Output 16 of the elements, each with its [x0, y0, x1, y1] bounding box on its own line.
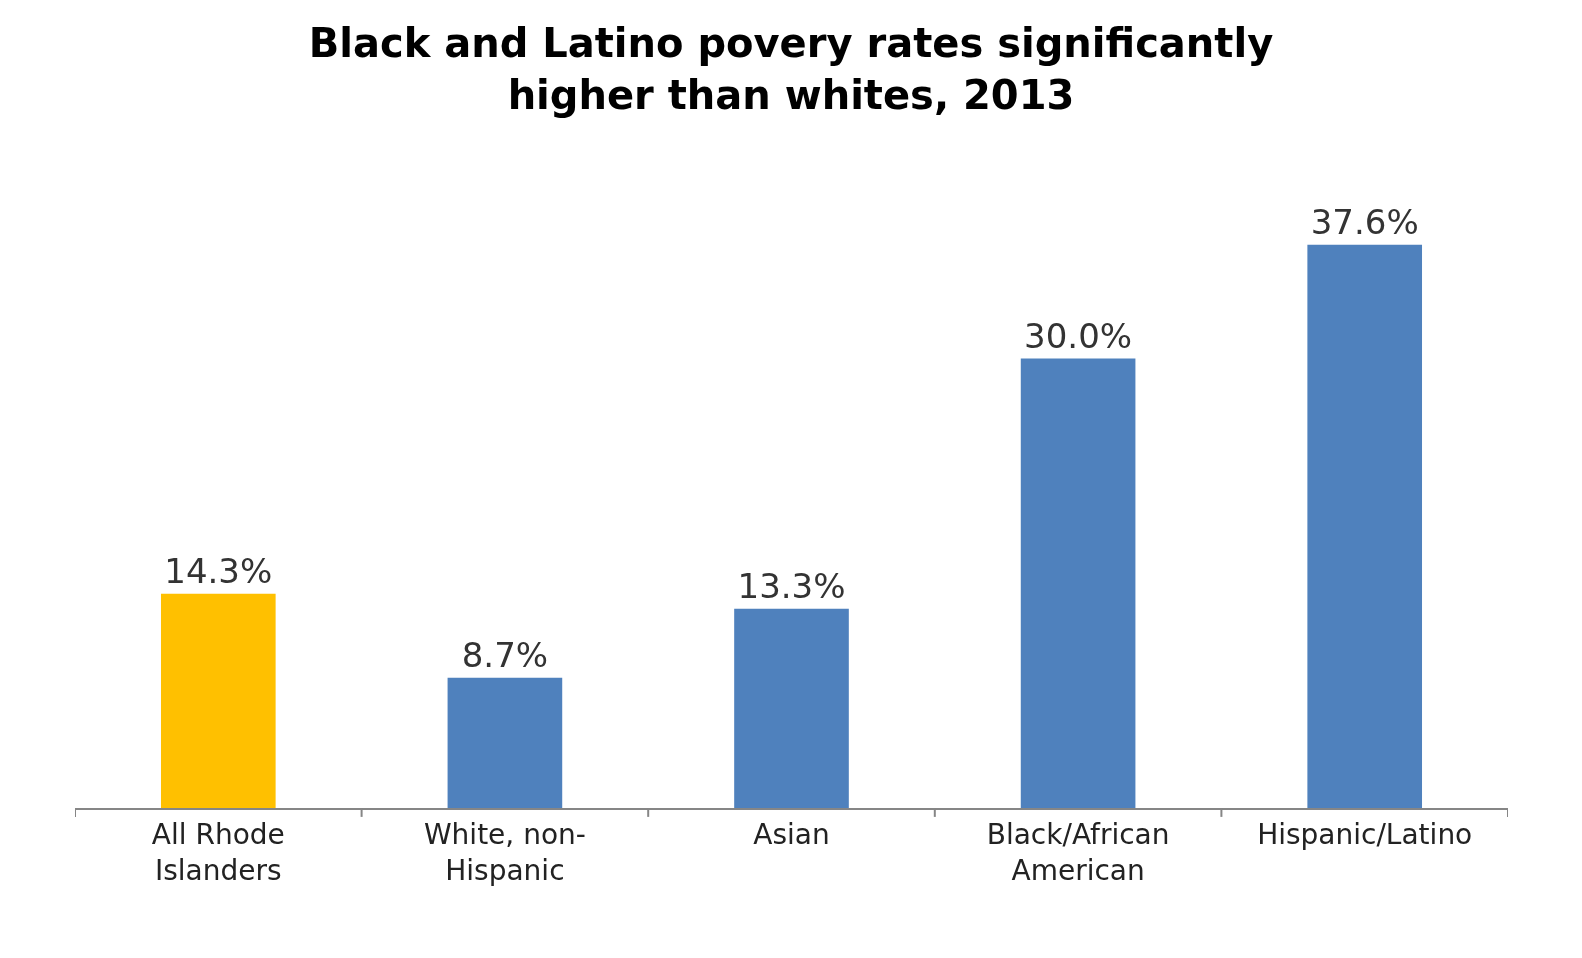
bar: [1020, 358, 1136, 808]
data-label: 14.3%: [164, 550, 273, 591]
data-label: 13.3%: [737, 565, 846, 606]
bar: [447, 677, 563, 808]
bar: [734, 608, 849, 808]
bar: [160, 593, 276, 808]
bar: [1307, 244, 1423, 808]
x-tick-label: All Rhode Islanders: [151, 817, 285, 887]
x-tick-label: Hispanic/Latino: [1257, 817, 1473, 851]
x-tick-label: Asian: [753, 817, 830, 851]
x-tick-label: Black/African American: [986, 817, 1170, 887]
chart-title: Black and Latino povery rates significantly higher than whites, 2013: [308, 20, 1274, 119]
data-label: 30.0%: [1024, 315, 1133, 356]
data-label: 37.6%: [1310, 201, 1419, 242]
x-tick-label: White, non-Hispanic: [423, 817, 586, 887]
data-label: 8.7%: [461, 634, 549, 675]
